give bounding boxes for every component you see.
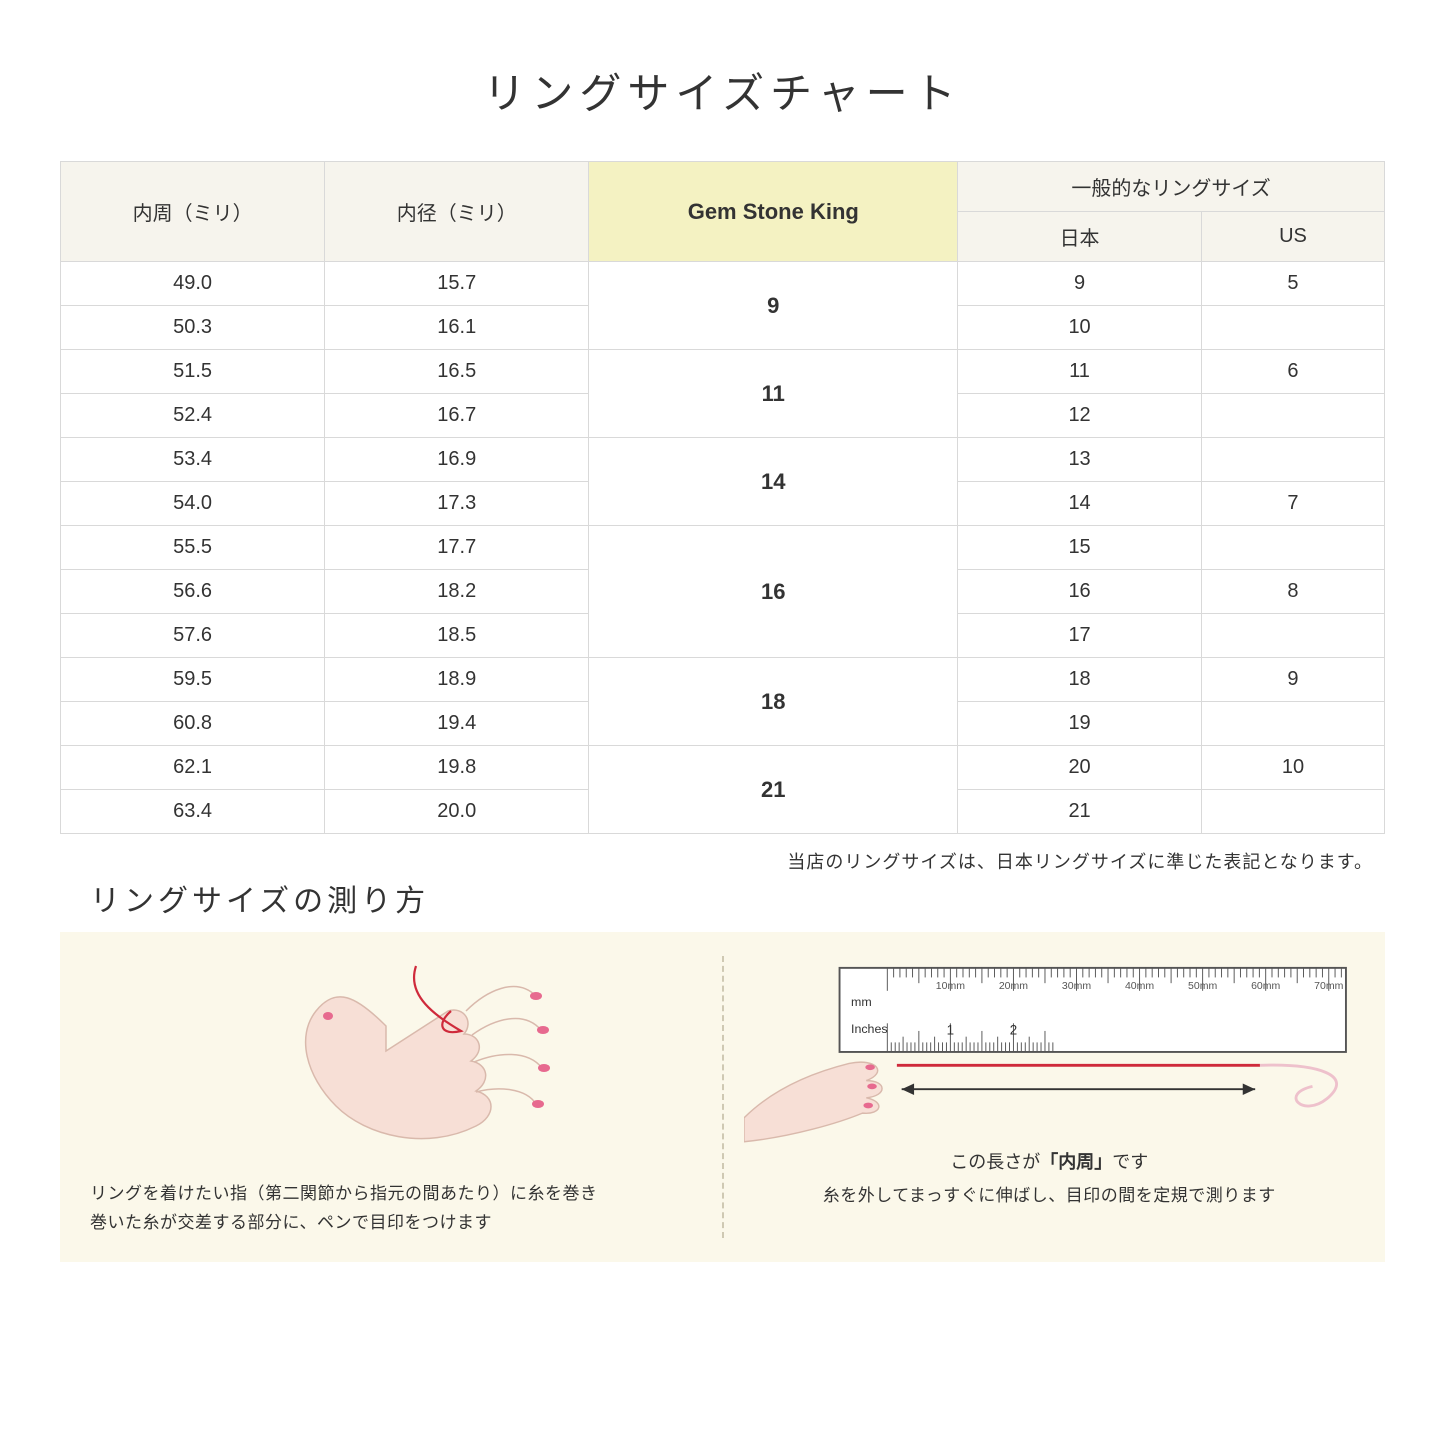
cell-circumference: 50.3: [61, 306, 325, 350]
cell-gsk: 18: [589, 658, 958, 746]
cell-jp: 18: [958, 658, 1202, 702]
svg-text:50mm: 50mm: [1188, 980, 1217, 992]
cell-diameter: 16.7: [325, 394, 589, 438]
cell-jp: 11: [958, 350, 1202, 394]
th-jp: 日本: [958, 212, 1202, 262]
ruler-in-label: Inches: [851, 1022, 888, 1036]
cell-us: [1201, 438, 1384, 482]
cell-us: 6: [1201, 350, 1384, 394]
svg-text:70mm: 70mm: [1314, 980, 1343, 992]
th-us: US: [1201, 212, 1384, 262]
page-title: リングサイズチャート: [60, 60, 1385, 121]
cell-jp: 15: [958, 526, 1202, 570]
cell-diameter: 17.3: [325, 482, 589, 526]
cell-us: 10: [1201, 746, 1384, 790]
cell-circumference: 63.4: [61, 790, 325, 834]
cell-diameter: 17.7: [325, 526, 589, 570]
cell-us: 5: [1201, 262, 1384, 306]
cell-circumference: 59.5: [61, 658, 325, 702]
cell-jp: 16: [958, 570, 1202, 614]
cell-jp: 19: [958, 702, 1202, 746]
cell-us: [1201, 790, 1384, 834]
svg-text:60mm: 60mm: [1251, 980, 1280, 992]
cell-circumference: 51.5: [61, 350, 325, 394]
cell-jp: 9: [958, 262, 1202, 306]
measure-post: です: [1112, 1152, 1148, 1172]
table-row: 59.518.918189: [61, 658, 1385, 702]
cell-us: 7: [1201, 482, 1384, 526]
svg-text:2: 2: [1009, 1023, 1016, 1038]
cell-us: [1201, 394, 1384, 438]
cell-us: [1201, 526, 1384, 570]
cell-diameter: 20.0: [325, 790, 589, 834]
cell-circumference: 52.4: [61, 394, 325, 438]
table-row: 49.015.7995: [61, 262, 1385, 306]
cell-circumference: 62.1: [61, 746, 325, 790]
cell-circumference: 60.8: [61, 702, 325, 746]
cell-diameter: 19.8: [325, 746, 589, 790]
cell-us: 8: [1201, 570, 1384, 614]
table-row: 53.416.91413: [61, 438, 1385, 482]
cell-circumference: 56.6: [61, 570, 325, 614]
cell-gsk: 14: [589, 438, 958, 526]
ruler-illustration: mm Inches 10mm 20mm 30mm 40mm 50mm 60mm 70mm 1…: [744, 956, 1356, 1146]
cell-jp: 12: [958, 394, 1202, 438]
cell-jp: 21: [958, 790, 1202, 834]
svg-text:10mm: 10mm: [935, 980, 964, 992]
howto-left: リングを着けたい指（第二関節から指元の間あたり）に糸を巻き巻いた糸が交差する部分…: [90, 956, 702, 1238]
ruler-mm-label: mm: [851, 995, 872, 1009]
cell-gsk: 21: [589, 746, 958, 834]
measure-label: この長さが「内周」です: [744, 1148, 1356, 1174]
svg-text:40mm: 40mm: [1124, 980, 1153, 992]
cell-jp: 13: [958, 438, 1202, 482]
left-caption: リングを着けたい指（第二関節から指元の間あたり）に糸を巻き巻いた糸が交差する部分…: [90, 1180, 702, 1238]
cell-us: 9: [1201, 658, 1384, 702]
cell-diameter: 16.9: [325, 438, 589, 482]
cell-circumference: 55.5: [61, 526, 325, 570]
howto-panel: リングを着けたい指（第二関節から指元の間あたり）に糸を巻き巻いた糸が交差する部分…: [60, 932, 1385, 1262]
cell-gsk: 11: [589, 350, 958, 438]
cell-jp: 20: [958, 746, 1202, 790]
cell-us: [1201, 702, 1384, 746]
panel-divider: [722, 956, 724, 1238]
svg-text:20mm: 20mm: [998, 980, 1027, 992]
cell-diameter: 18.9: [325, 658, 589, 702]
th-gsk: Gem Stone King: [589, 162, 958, 262]
cell-diameter: 19.4: [325, 702, 589, 746]
measure-pre: この長さが: [950, 1152, 1040, 1172]
cell-us: [1201, 306, 1384, 350]
measure-em: 「内周」: [1040, 1152, 1112, 1172]
cell-diameter: 18.5: [325, 614, 589, 658]
table-row: 62.119.8212010: [61, 746, 1385, 790]
cell-gsk: 9: [589, 262, 958, 350]
cell-gsk: 16: [589, 526, 958, 658]
svg-text:30mm: 30mm: [1061, 980, 1090, 992]
th-diameter: 内径（ミリ）: [325, 162, 589, 262]
table-row: 51.516.511116: [61, 350, 1385, 394]
hand-illustration-left: [236, 956, 556, 1166]
cell-jp: 14: [958, 482, 1202, 526]
right-caption: 糸を外してまっすぐに伸ばし、目印の間を定規で測ります: [744, 1182, 1356, 1211]
cell-circumference: 57.6: [61, 614, 325, 658]
howto-right: mm Inches 10mm 20mm 30mm 40mm 50mm 60mm 70mm 1…: [744, 956, 1356, 1238]
cell-diameter: 15.7: [325, 262, 589, 306]
cell-circumference: 54.0: [61, 482, 325, 526]
cell-circumference: 49.0: [61, 262, 325, 306]
table-row: 55.517.71615: [61, 526, 1385, 570]
th-general: 一般的なリングサイズ: [958, 162, 1385, 212]
cell-us: [1201, 614, 1384, 658]
cell-diameter: 16.5: [325, 350, 589, 394]
cell-circumference: 53.4: [61, 438, 325, 482]
cell-diameter: 18.2: [325, 570, 589, 614]
cell-jp: 10: [958, 306, 1202, 350]
svg-text:1: 1: [946, 1023, 953, 1038]
size-note: 当店のリングサイズは、日本リングサイズに準じた表記となります。: [60, 848, 1373, 874]
th-circumference: 内周（ミリ）: [61, 162, 325, 262]
cell-diameter: 16.1: [325, 306, 589, 350]
cell-jp: 17: [958, 614, 1202, 658]
howto-title: リングサイズの測り方: [90, 876, 1385, 920]
ring-size-table: 内周（ミリ） 内径（ミリ） Gem Stone King 一般的なリングサイズ …: [60, 161, 1385, 834]
